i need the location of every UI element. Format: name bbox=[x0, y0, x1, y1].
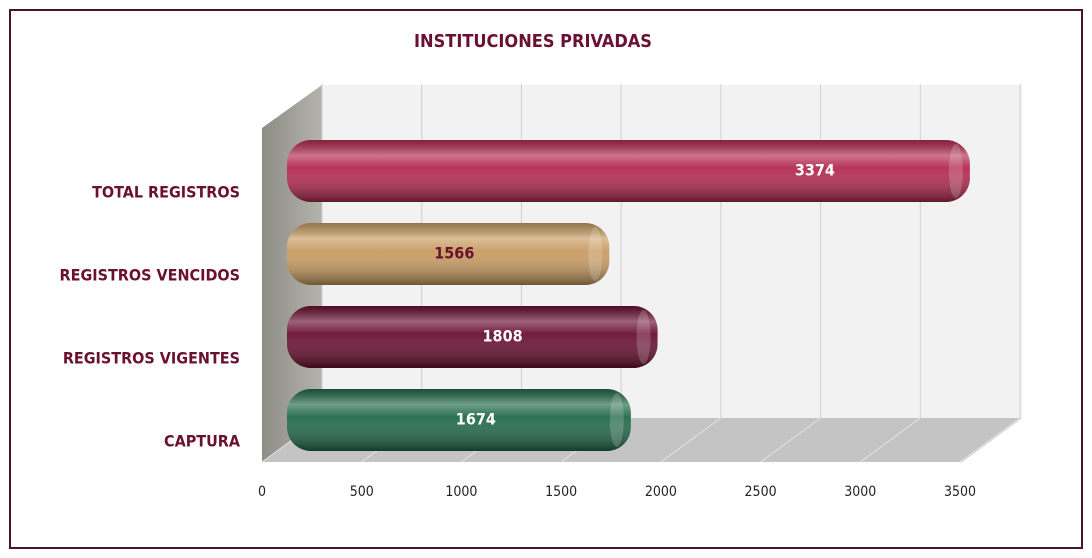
x-tick-label: 3500 bbox=[944, 484, 976, 500]
x-tick-label: 2500 bbox=[745, 484, 777, 500]
y-tick-label: TOTAL REGISTROS bbox=[92, 183, 240, 202]
bar-shine bbox=[287, 223, 610, 285]
y-tick-label: REGISTROS VENCIDOS bbox=[60, 266, 240, 285]
value-label: 1566 bbox=[434, 244, 474, 263]
bar-cap bbox=[609, 393, 624, 447]
x-tick-label: 1000 bbox=[445, 484, 477, 500]
grid-line bbox=[959, 417, 1021, 463]
y-tick-label: REGISTROS VIGENTES bbox=[63, 349, 240, 368]
value-label: 3374 bbox=[795, 161, 835, 180]
bar-shine bbox=[287, 140, 970, 202]
bar-cap bbox=[588, 227, 603, 281]
grid-line bbox=[760, 417, 821, 463]
y-tick-label: CAPTURA bbox=[164, 432, 241, 451]
chart-title: INSTITUCIONES PRIVADAS bbox=[414, 31, 652, 52]
value-label: 1808 bbox=[483, 327, 523, 346]
bar-cap bbox=[636, 310, 651, 364]
value-label: 1674 bbox=[456, 410, 496, 429]
bar-shine bbox=[287, 389, 631, 451]
bar-shine bbox=[287, 306, 658, 368]
x-tick-label: 500 bbox=[350, 484, 374, 500]
x-tick-label: 1500 bbox=[545, 484, 577, 500]
grid-line bbox=[660, 417, 722, 463]
bar-cap bbox=[948, 144, 963, 198]
x-tick-label: 2000 bbox=[645, 484, 677, 500]
x-tick-label: 3000 bbox=[844, 484, 876, 500]
x-tick-label: 0 bbox=[258, 484, 266, 500]
grid-line bbox=[859, 417, 921, 463]
